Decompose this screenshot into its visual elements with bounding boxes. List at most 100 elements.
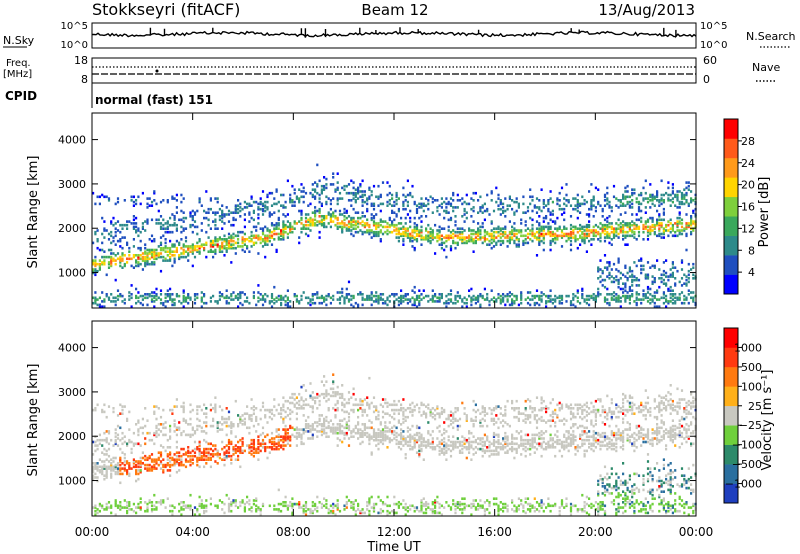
data-cell (685, 213, 688, 216)
data-cell (232, 211, 235, 214)
data-cell (173, 424, 176, 428)
data-cell (393, 294, 396, 298)
data-cell (497, 296, 500, 300)
data-cell (483, 209, 486, 213)
data-cell (155, 252, 158, 255)
data-cell (293, 204, 296, 207)
data-cell (397, 300, 400, 303)
data-cell (105, 508, 108, 511)
data-cell (660, 280, 663, 284)
data-cell (94, 509, 97, 513)
data-cell (169, 216, 172, 220)
data-cell (379, 440, 382, 444)
data-cell (137, 234, 140, 238)
data-cell (588, 294, 591, 298)
data-cell (257, 447, 260, 451)
data-cell (264, 414, 267, 417)
data-cell (282, 440, 285, 444)
data-cell (320, 506, 323, 509)
data-cell (277, 403, 280, 407)
data-cell (381, 415, 385, 419)
data-cell (350, 199, 353, 202)
data-cell (135, 229, 138, 232)
data-cell (196, 209, 199, 213)
data-cell (121, 506, 124, 509)
data-cell (653, 278, 656, 282)
data-cell (538, 206, 541, 209)
data-cell (141, 255, 144, 259)
data-cell (270, 234, 274, 238)
data-cell (146, 419, 149, 422)
data-cell (132, 245, 135, 248)
data-cell (261, 202, 265, 206)
data-cell (105, 449, 108, 453)
data-cell (327, 392, 330, 396)
data-cell (257, 508, 260, 511)
data-cell (640, 257, 643, 261)
data-cell (227, 241, 231, 245)
data-cell (166, 458, 169, 461)
data-cell (205, 241, 208, 245)
data-cell (397, 296, 400, 300)
data-cell (486, 238, 489, 241)
freq-label-1: Freq. (6, 58, 31, 69)
data-cell (603, 300, 607, 303)
data-cell (198, 246, 201, 250)
data-cell (397, 504, 400, 508)
data-cell (150, 204, 154, 207)
data-cell (547, 232, 550, 236)
data-cell (139, 497, 142, 500)
data-cell (612, 280, 616, 284)
data-cell (282, 225, 285, 229)
data-cell (135, 479, 138, 483)
data-cell (492, 300, 496, 303)
data-cell (282, 193, 285, 197)
data-cell (164, 257, 167, 261)
data-cell (239, 293, 242, 296)
data-cell (651, 195, 654, 199)
data-cell (345, 424, 348, 428)
data-cell (234, 294, 237, 298)
data-cell (549, 239, 552, 243)
data-cell (535, 230, 539, 234)
data-cell (336, 508, 339, 511)
data-cell (359, 195, 362, 199)
data-cell (379, 195, 382, 199)
data-cell (440, 206, 443, 209)
data-cell (572, 303, 575, 307)
data-cell (316, 184, 319, 188)
data-cell (644, 277, 647, 280)
data-cell (635, 225, 638, 229)
data-cell (479, 209, 482, 213)
data-cell (148, 294, 151, 298)
data-cell (472, 250, 475, 253)
data-cell (284, 431, 287, 435)
data-cell (184, 255, 188, 259)
data-cell (391, 197, 394, 200)
data-cell (207, 218, 210, 222)
data-cell (173, 257, 176, 261)
data-cell (180, 454, 183, 458)
data-cell (581, 239, 584, 243)
data-cell (660, 193, 663, 197)
data-cell (400, 403, 403, 407)
data-cell (103, 431, 106, 435)
data-cell (397, 419, 400, 422)
data-cell (352, 186, 355, 190)
data-cell (293, 398, 296, 401)
data-cell (574, 305, 577, 308)
data-cell (649, 195, 652, 199)
data-cell (298, 301, 301, 305)
data-cell (332, 391, 335, 394)
data-cell (239, 230, 242, 234)
data-cell (352, 207, 355, 211)
data-cell (678, 200, 681, 204)
data-cell (230, 246, 233, 250)
data-cell (513, 301, 516, 305)
data-cell (164, 426, 167, 430)
data-cell (311, 407, 314, 410)
data-cell (225, 296, 228, 300)
data-cell (286, 213, 289, 216)
data-cell (293, 200, 296, 204)
data-cell (375, 407, 378, 410)
